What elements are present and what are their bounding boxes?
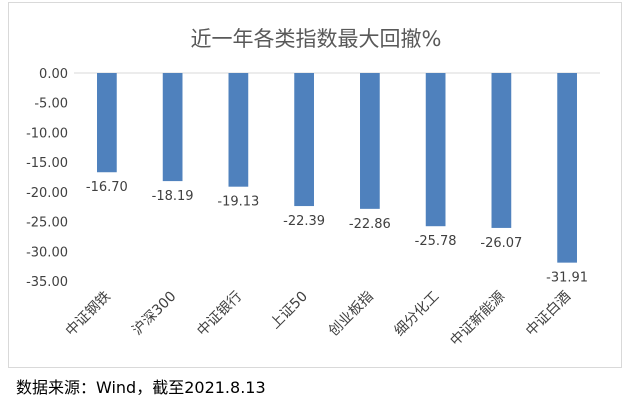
data-label: -18.19	[152, 189, 194, 204]
bar	[97, 73, 117, 173]
x-tick-label: 中证白酒	[523, 289, 574, 340]
data-label: -16.70	[86, 180, 128, 195]
x-tick-label: 沪深300	[129, 289, 179, 339]
plot-area: 0.00 -5.00 -10.00 -15.00 -20.00 -25.00 -30.00 -…	[26, 67, 600, 349]
bar	[491, 73, 512, 228]
y-tick-label: -30.00	[26, 245, 68, 260]
x-tick-label: 中证新能源	[447, 289, 508, 350]
y-tick-label: -25.00	[26, 216, 68, 231]
x-tick-label: 上证50	[267, 289, 311, 333]
data-label: -22.86	[349, 217, 391, 232]
y-tick-label: -15.00	[26, 156, 68, 171]
chart-frame	[8, 2, 622, 368]
chart-title: 近一年各类指数最大回撤%	[191, 27, 442, 51]
bar	[294, 73, 314, 207]
x-tick-label: 创业板指	[326, 289, 377, 340]
bar	[425, 73, 446, 227]
y-tick-label: -5.00	[34, 97, 68, 112]
data-label: -19.13	[217, 195, 259, 210]
data-label: -26.07	[480, 236, 522, 251]
bar	[162, 73, 183, 182]
data-label: -25.78	[415, 234, 457, 249]
y-tick-label: -20.00	[26, 186, 68, 201]
source-note: 数据来源：Wind，截至2021.8.13	[16, 378, 266, 397]
bar	[228, 73, 249, 187]
x-tick-label: 中证银行	[194, 289, 245, 340]
x-tick-label: 中证钢铁	[63, 289, 114, 340]
y-tick-label: -10.00	[26, 126, 68, 141]
x-tick-label: 细分化工	[392, 289, 443, 340]
y-tick-label: -35.00	[26, 275, 68, 290]
data-label: -22.39	[283, 214, 325, 229]
chart: 近一年各类指数最大回撤% 0.00 -5.00 -10.00 -15.00 -20.00…	[26, 27, 600, 349]
bar	[557, 73, 577, 263]
y-tick-label: 0.00	[39, 67, 68, 82]
data-label: -31.91	[546, 271, 588, 286]
bar	[360, 73, 380, 209]
